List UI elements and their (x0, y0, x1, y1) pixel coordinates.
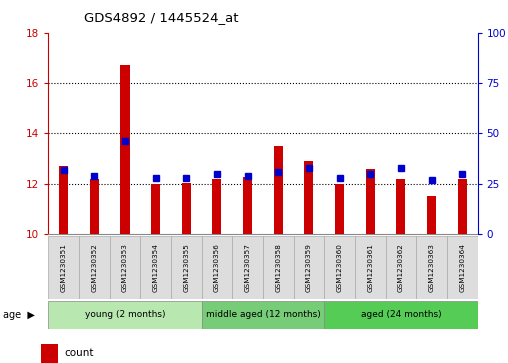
Bar (182, 183, 191, 234)
Text: GSM1230355: GSM1230355 (183, 243, 189, 292)
Bar (110, 236, 140, 299)
Text: GSM1230364: GSM1230364 (459, 243, 465, 292)
Bar (41, 344, 58, 363)
Text: GSM1230351: GSM1230351 (60, 243, 67, 292)
Bar (427, 196, 436, 234)
Bar (324, 301, 478, 329)
Bar (59, 166, 68, 234)
Bar (335, 184, 344, 234)
Text: GSM1230354: GSM1230354 (152, 243, 158, 292)
Text: young (2 months): young (2 months) (85, 310, 165, 319)
Text: GSM1230353: GSM1230353 (122, 243, 128, 292)
Bar (212, 179, 221, 234)
Bar (202, 301, 324, 329)
Bar (355, 236, 386, 299)
Bar (324, 236, 355, 299)
Bar (48, 236, 79, 299)
Text: GSM1230359: GSM1230359 (306, 243, 312, 292)
Bar (458, 179, 467, 234)
Text: GSM1230363: GSM1230363 (429, 243, 434, 292)
Bar (304, 161, 313, 234)
Text: GSM1230352: GSM1230352 (91, 243, 97, 292)
Text: GSM1230361: GSM1230361 (367, 243, 373, 292)
Bar (89, 179, 99, 234)
Bar (232, 236, 263, 299)
Text: GSM1230357: GSM1230357 (244, 243, 250, 292)
Bar (294, 236, 324, 299)
Text: age  ▶: age ▶ (3, 310, 35, 320)
Text: aged (24 months): aged (24 months) (361, 310, 441, 319)
Bar (366, 169, 375, 234)
Bar (48, 301, 202, 329)
Bar (202, 236, 232, 299)
Bar (171, 236, 202, 299)
Bar (447, 236, 478, 299)
Text: GSM1230356: GSM1230356 (214, 243, 220, 292)
Text: GSM1230358: GSM1230358 (275, 243, 281, 292)
Text: middle aged (12 months): middle aged (12 months) (206, 310, 320, 319)
Text: GDS4892 / 1445524_at: GDS4892 / 1445524_at (84, 11, 238, 24)
Text: GSM1230360: GSM1230360 (336, 243, 342, 292)
Text: count: count (64, 348, 93, 358)
Bar (396, 179, 405, 234)
Bar (386, 236, 416, 299)
Bar (79, 236, 110, 299)
Bar (120, 65, 130, 234)
Bar (243, 178, 252, 234)
Bar (151, 184, 160, 234)
Text: GSM1230362: GSM1230362 (398, 243, 404, 292)
Bar (274, 146, 283, 234)
Bar (140, 236, 171, 299)
Bar (416, 236, 447, 299)
Bar (263, 236, 294, 299)
